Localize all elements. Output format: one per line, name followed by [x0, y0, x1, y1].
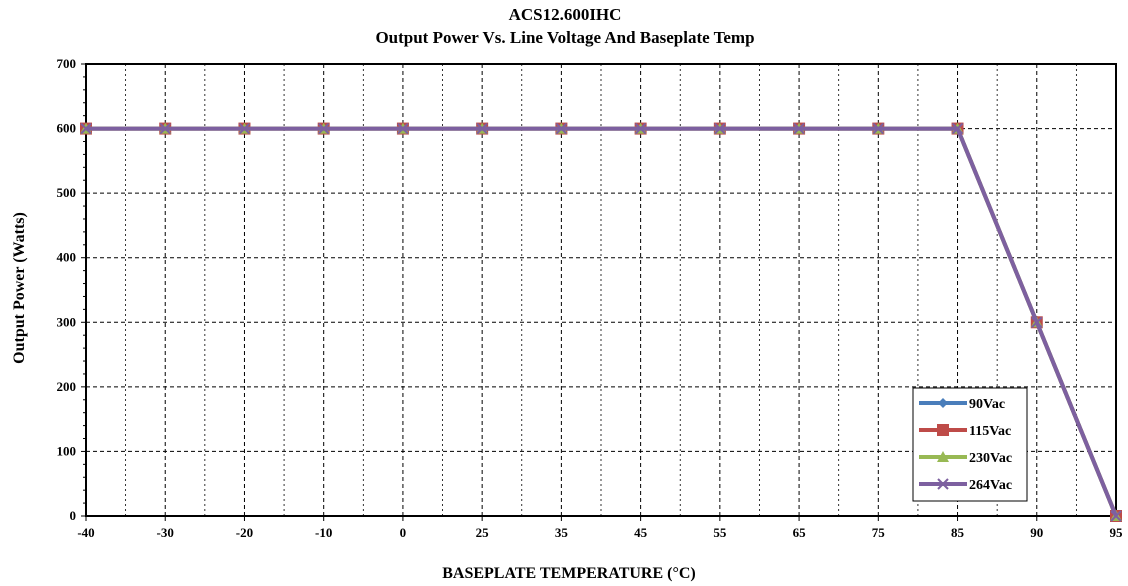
- data-point-x: [555, 122, 568, 135]
- data-point-x-stroke: [80, 122, 92, 135]
- y-axis-label: Output Power (Watts): [11, 212, 28, 364]
- data-point-x: [476, 122, 488, 135]
- data-point-x-stroke: [872, 122, 885, 135]
- data-point-x-stroke: [555, 122, 568, 135]
- legend-label: 90Vac: [969, 397, 1005, 412]
- y-tick-label: 300: [57, 314, 77, 329]
- chart-subtitle: Output Power Vs. Line Voltage And Basepl…: [375, 28, 754, 47]
- grid-lines: [86, 64, 1116, 516]
- x-tick-label: 45: [634, 525, 648, 540]
- plot-area-frame: [85, 63, 1117, 517]
- series-layer: [80, 122, 1122, 522]
- y-tick-label: 0: [70, 508, 77, 523]
- x-tick-label: -10: [315, 525, 332, 540]
- y-tick-label: 200: [57, 379, 77, 394]
- x-tick-label: 65: [793, 525, 807, 540]
- data-point-x-stroke: [238, 122, 251, 135]
- x-tick-label: -20: [236, 525, 253, 540]
- data-point-x-stroke: [1110, 510, 1122, 522]
- x-axis-label: BASEPLATE TEMPERATURE (°C): [442, 565, 696, 582]
- legend-marker: [937, 451, 949, 462]
- data-point-x: [872, 122, 885, 135]
- y-tick-label: 600: [57, 121, 77, 136]
- series-264Vac: [80, 122, 1122, 522]
- data-point-x-stroke: [317, 122, 330, 135]
- data-point-x: [1110, 510, 1122, 522]
- legend-marker-stroke: [937, 478, 949, 490]
- legend-item: 264Vac: [919, 478, 1012, 493]
- x-tick-label: -30: [157, 525, 174, 540]
- legend-marker: [937, 478, 949, 490]
- data-point-x-stroke: [476, 122, 488, 135]
- legend-marker: [937, 424, 949, 436]
- data-point-x-stroke: [634, 122, 647, 135]
- legend-item: 230Vac: [919, 451, 1012, 466]
- legend: 90Vac 115Vac 230Vac 264Vac: [912, 387, 1028, 502]
- y-tick-label: 500: [57, 185, 77, 200]
- x-tick-label: 0: [400, 525, 407, 540]
- legend-label: 264Vac: [969, 478, 1012, 493]
- y-tick-label: 700: [57, 56, 77, 71]
- data-point-x-stroke: [951, 122, 964, 135]
- data-point-x-stroke: [159, 122, 171, 135]
- chart-title: ACS12.600IHC: [509, 5, 622, 24]
- legend-label: 115Vac: [969, 424, 1011, 439]
- x-tick-label: 25: [476, 525, 490, 540]
- x-axis-ticks: -40 -30 -20 -10 0 25 35 45 55 65 75 85 90 95: [77, 516, 1123, 540]
- y-axis-ticks: 0 100 200 300 400 500 600 700: [57, 56, 86, 523]
- x-tick-label: 85: [951, 525, 965, 540]
- series-line: [86, 126, 1118, 517]
- legend-item: 115Vac: [919, 424, 1011, 439]
- data-point-x-stroke: [714, 122, 726, 135]
- x-tick-label: -40: [77, 525, 94, 540]
- data-point-x: [793, 122, 805, 135]
- data-point-x: [634, 122, 647, 135]
- data-point-x: [238, 122, 251, 135]
- data-point-x-stroke: [793, 122, 805, 135]
- data-point-x-stroke: [397, 122, 409, 135]
- legend-item: 90Vac: [919, 397, 1005, 412]
- legend-marker: [938, 398, 948, 408]
- legend-label: 230Vac: [969, 451, 1012, 466]
- data-point-x: [951, 122, 964, 135]
- data-point-x-stroke: [1031, 316, 1043, 328]
- x-tick-label: 95: [1110, 525, 1124, 540]
- y-tick-label: 400: [57, 250, 77, 265]
- data-point-x: [80, 122, 92, 135]
- x-tick-label: 90: [1030, 525, 1043, 540]
- x-tick-label: 75: [872, 525, 886, 540]
- data-point-x: [317, 122, 330, 135]
- data-point-x: [397, 122, 409, 135]
- data-point-x: [1031, 316, 1043, 328]
- data-point-x: [159, 122, 171, 135]
- data-point-x: [714, 122, 726, 135]
- y-tick-label: 100: [57, 443, 77, 458]
- x-tick-label: 35: [555, 525, 569, 540]
- x-tick-label: 55: [713, 525, 727, 540]
